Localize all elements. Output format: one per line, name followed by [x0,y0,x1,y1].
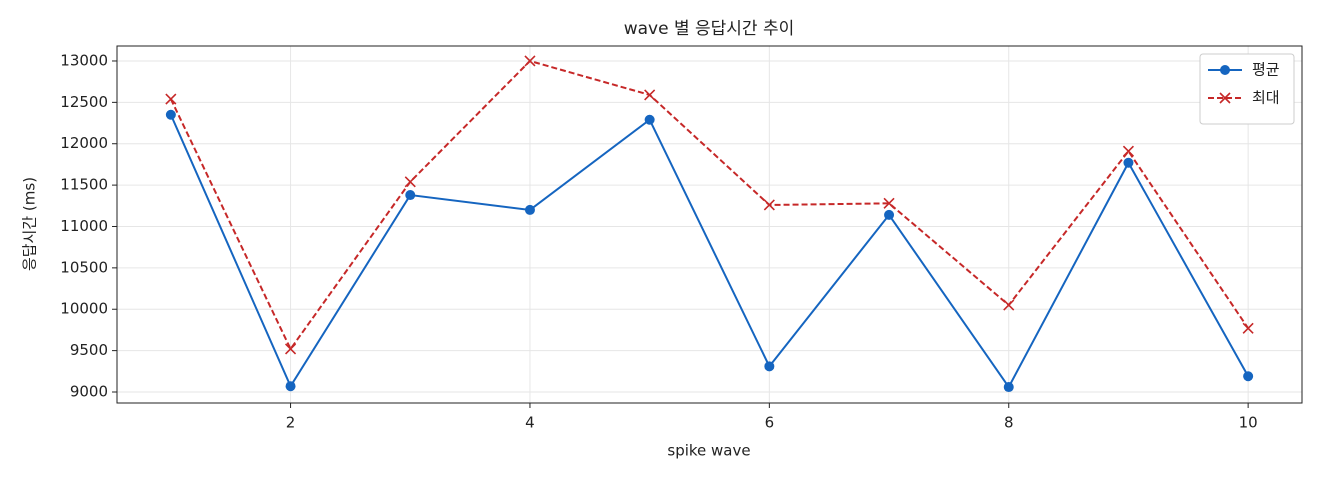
marker [1122,145,1135,157]
marker [165,109,176,120]
marker [405,190,416,201]
x-tick-label: 2 [286,414,296,432]
y-tick-label: 11000 [60,217,108,235]
marker [524,204,535,215]
y-tick-label: 13000 [60,51,108,69]
marker [764,361,775,372]
plot-frame [116,45,1303,404]
legend-label: 최대 [1252,89,1280,107]
marker [285,381,296,392]
marker [1003,299,1015,311]
marker [1219,92,1231,104]
x-tick-label: 8 [1004,414,1014,432]
y-tick-label: 12500 [60,93,108,111]
y-tick-label: 12000 [60,134,108,152]
y-tick-label: 9500 [70,341,108,359]
marker [1242,322,1254,334]
y-tick-label: 10500 [60,258,108,276]
x-tick-label: 6 [765,414,775,432]
chart-title: wave 별 응답시간 추이 [624,19,795,39]
y-axis-label: 응답시간 (ms) [21,177,39,271]
marker [644,89,656,101]
marker [1123,157,1134,168]
y-tick-label: 10000 [60,300,108,318]
marker [763,199,775,211]
y-tick-label: 9000 [70,382,108,400]
series-line [169,114,1250,389]
x-tick-label: 4 [525,414,535,432]
series-line [169,59,1249,351]
legend-box [1199,53,1295,125]
marker [644,114,655,125]
x-tick-label: 10 [1239,414,1258,432]
marker [404,176,416,188]
marker [1243,371,1254,382]
marker [1003,382,1014,393]
y-tick-label: 11500 [60,176,108,194]
marker [1220,65,1230,75]
marker [165,93,177,105]
x-axis-label: spike wave [667,442,750,460]
marker [884,209,895,220]
marker [284,343,297,355]
legend-label: 평균 [1252,61,1280,79]
marker [883,197,895,209]
marker [524,55,536,67]
